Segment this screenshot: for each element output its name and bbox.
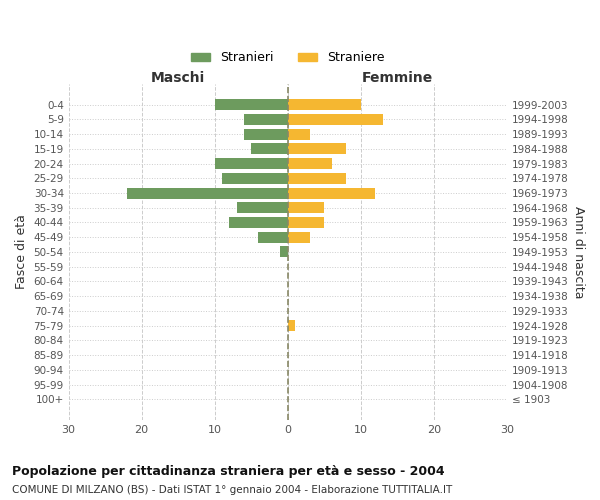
Bar — [287, 114, 383, 125]
Bar — [127, 188, 287, 198]
Bar — [229, 217, 287, 228]
Legend: Stranieri, Straniere: Stranieri, Straniere — [186, 46, 389, 70]
Bar — [244, 128, 287, 140]
Bar — [236, 202, 287, 213]
Bar — [251, 144, 287, 154]
Text: COMUNE DI MILZANO (BS) - Dati ISTAT 1° gennaio 2004 - Elaborazione TUTTITALIA.IT: COMUNE DI MILZANO (BS) - Dati ISTAT 1° g… — [12, 485, 452, 495]
Bar — [287, 232, 310, 243]
Bar — [287, 188, 376, 198]
Bar — [244, 114, 287, 125]
Bar — [215, 99, 287, 110]
Bar — [287, 202, 324, 213]
Bar — [287, 158, 331, 169]
Y-axis label: Anni di nascita: Anni di nascita — [572, 206, 585, 298]
Text: Femmine: Femmine — [362, 72, 433, 86]
Bar — [287, 320, 295, 331]
Bar — [287, 173, 346, 184]
Bar — [215, 158, 287, 169]
Bar — [287, 128, 310, 140]
Text: Popolazione per cittadinanza straniera per età e sesso - 2004: Popolazione per cittadinanza straniera p… — [12, 465, 445, 478]
Bar — [287, 217, 324, 228]
Bar — [280, 246, 287, 258]
Text: Maschi: Maschi — [151, 72, 205, 86]
Bar — [222, 173, 287, 184]
Bar — [287, 144, 346, 154]
Y-axis label: Fasce di età: Fasce di età — [15, 214, 28, 290]
Bar — [287, 99, 361, 110]
Bar — [259, 232, 287, 243]
